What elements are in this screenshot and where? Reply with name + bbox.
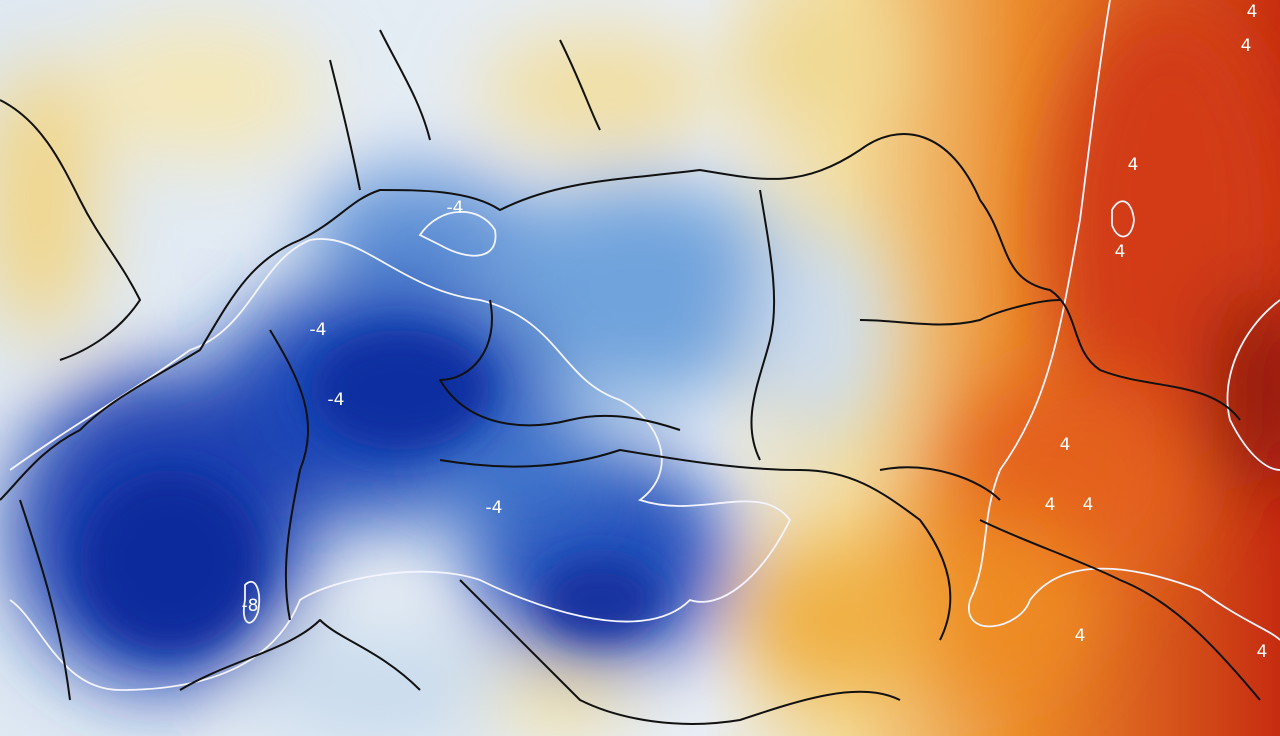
contour-line [9, 237, 792, 691]
border-line [269, 329, 952, 641]
cold-area [430, 410, 610, 530]
contour-line [1226, 299, 1280, 471]
warm-area [80, 20, 320, 160]
contour-label: 4 [1045, 495, 1056, 515]
warm-area [480, 30, 720, 150]
contour-label: -4 [310, 320, 327, 340]
border-line [859, 299, 1061, 501]
cold-core [310, 330, 490, 450]
contours [9, 0, 1280, 691]
contour-label: 4 [1128, 155, 1139, 175]
contour-label: 4 [1241, 36, 1252, 56]
coastline [979, 519, 1261, 701]
border-line [0, 133, 1241, 501]
contour-label: -4 [447, 198, 464, 218]
contour-label: 4 [1075, 626, 1086, 646]
contour-label: -4 [486, 498, 503, 518]
cold-core [80, 470, 260, 650]
warm-area [490, 660, 630, 736]
cold-core [540, 560, 660, 640]
color-detail [80, 330, 660, 650]
contour-labels: 4 4 -4 -4 -4 4 4 -4 4 4 4 -8 4 4 [242, 2, 1268, 662]
contour-line [967, 0, 1280, 641]
warm-area [740, 0, 900, 120]
contour-label: -8 [242, 596, 259, 616]
border-line [439, 189, 776, 461]
contour-label: -4 [328, 390, 345, 410]
coastline [329, 29, 601, 191]
cool-area [260, 640, 500, 736]
warm-area [740, 540, 940, 700]
contour-line [1111, 200, 1135, 238]
contour-label: 4 [1060, 435, 1071, 455]
warm-area [0, 60, 100, 340]
contour-label: 4 [1257, 642, 1268, 662]
cool-area [750, 220, 890, 440]
borders [0, 29, 1261, 725]
coastline [19, 499, 901, 725]
contour-line [418, 210, 497, 257]
contour-label: 4 [1247, 2, 1258, 22]
hot-area [1210, 290, 1280, 490]
coastline [0, 99, 141, 361]
contour-line [242, 581, 260, 624]
cold-area [490, 180, 790, 400]
cold-area [310, 170, 530, 290]
contour-label: 4 [1115, 242, 1126, 262]
contour-label: 4 [1083, 495, 1094, 515]
